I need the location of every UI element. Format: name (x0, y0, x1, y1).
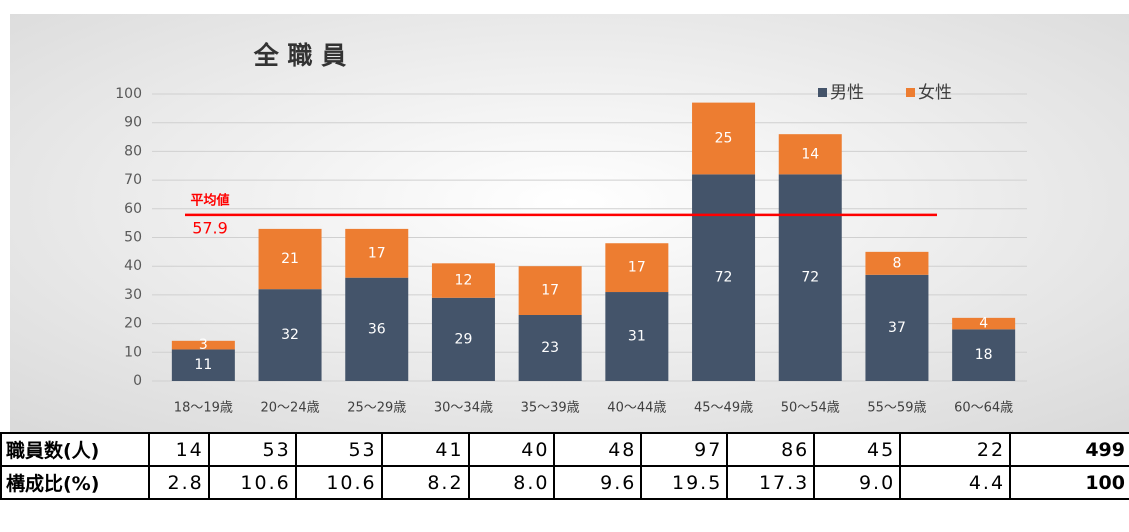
table-cell: 97 (640, 432, 729, 467)
data-label: 23 (541, 340, 559, 356)
average-label: 平均値 (190, 192, 229, 208)
legend-label: 男性 (830, 83, 864, 103)
bar-segment (952, 317, 1016, 330)
bar-segment (258, 228, 322, 290)
table-cell: 41 (380, 432, 470, 467)
table-cell: 8.0 (467, 465, 556, 500)
data-label: 29 (455, 331, 473, 347)
bar-segment (605, 243, 669, 293)
table-cell: 10.6 (207, 465, 297, 500)
y-tick-label: 70 (124, 172, 142, 188)
data-label: 8 (892, 255, 901, 271)
legend-swatch (818, 88, 827, 97)
row-header: 構成比(%) (0, 465, 150, 500)
bar-segment (258, 289, 322, 381)
x-tick-label: 30～34歳 (434, 401, 493, 416)
table-cell: 45 (813, 432, 902, 467)
y-tick-label: 90 (124, 115, 142, 131)
x-tick-label: 35～39歳 (521, 401, 580, 416)
table-cell: 499 (1009, 432, 1129, 467)
data-label: 12 (455, 273, 473, 289)
table-cell: 40 (467, 432, 556, 467)
table-cell: 22 (899, 432, 1012, 467)
chart-title: 全 職 員 (253, 41, 346, 70)
bar-segment (345, 277, 409, 381)
y-tick-label: 20 (124, 316, 142, 332)
bar-segment (778, 134, 842, 175)
data-label: 72 (801, 270, 819, 286)
legend-label: 女性 (918, 83, 952, 103)
x-tick-label: 55～59歳 (867, 401, 926, 416)
bar-segment (778, 174, 842, 381)
table-cell: 17.3 (726, 465, 816, 500)
data-label: 21 (281, 251, 299, 267)
table-cell: 9.0 (813, 465, 902, 500)
bar-segment (431, 297, 495, 381)
table-cell: 2.8 (147, 465, 210, 500)
y-tick-label: 60 (124, 201, 142, 217)
bar-segment (171, 349, 235, 381)
bar-segment (171, 340, 235, 350)
data-label: 17 (541, 283, 559, 299)
data-label: 32 (281, 327, 299, 343)
legend-swatch (906, 88, 915, 97)
table-row: 構成比(%) 2.8 10.6 10.6 8.2 8.0 9.6 19.5 17.3 9.0 4.4… (0, 465, 1129, 500)
row-header: 職員数(人) (0, 432, 150, 467)
bar-segment (518, 314, 582, 381)
y-tick-label: 40 (124, 258, 142, 274)
table-cell: 53 (207, 432, 297, 467)
x-tick-label: 40～44歳 (607, 401, 666, 416)
table-cell: 4.4 (899, 465, 1012, 500)
x-tick-label: 45～49歳 (694, 401, 753, 416)
bar-segment (692, 102, 756, 175)
data-label: 14 (801, 146, 819, 162)
x-tick-label: 25～29歳 (347, 401, 406, 416)
data-label: 18 (975, 347, 993, 363)
data-label: 31 (628, 329, 646, 345)
x-tick-label: 18～19歳 (174, 401, 233, 416)
table-cell: 8.2 (380, 465, 470, 500)
y-tick-label: 50 (124, 230, 142, 246)
bar-segment (865, 251, 929, 275)
data-label: 4 (979, 316, 988, 332)
bar-segment (952, 329, 1016, 381)
y-tick-label: 80 (124, 143, 142, 159)
y-tick-label: 0 (133, 373, 142, 389)
x-tick-label: 50～54歳 (781, 401, 840, 416)
table-row: 職員数(人) 14 53 53 41 40 48 97 86 45 22 499 (0, 432, 1129, 467)
data-label: 72 (715, 270, 733, 286)
bar-segment (518, 266, 582, 315)
data-label: 3 (199, 337, 208, 353)
data-label: 36 (368, 321, 386, 337)
y-tick-label: 100 (115, 86, 142, 102)
y-tick-label: 30 (124, 287, 142, 303)
average-value: 57.9 (192, 218, 228, 237)
data-label: 17 (368, 245, 386, 261)
data-label: 17 (628, 260, 646, 276)
chart: 全 職 員 0 10 20 30 40 50 60 70 80 90 100 11 3 18～19歳 32 2… (10, 14, 1129, 432)
table-cell: 100 (1009, 465, 1129, 500)
x-tick-label: 60～64歳 (954, 401, 1013, 416)
data-label: 25 (715, 130, 733, 146)
y-tick-label: 10 (124, 344, 142, 360)
bar-segment (692, 174, 756, 381)
bar-segment (865, 274, 929, 381)
summary-table: 職員数(人) 14 53 53 41 40 48 97 86 45 22 499 構成比(%) 2.8 10… (0, 432, 1129, 500)
bar-segment (605, 292, 669, 381)
table-cell: 48 (553, 432, 643, 467)
x-tick-label: 20～24歳 (261, 401, 320, 416)
table-cell: 86 (726, 432, 816, 467)
bar-segment (431, 263, 495, 298)
table-cell: 9.6 (553, 465, 643, 500)
table-cell: 53 (294, 432, 383, 467)
bar-segment (345, 228, 409, 278)
table-cell: 10.6 (294, 465, 383, 500)
data-label: 37 (888, 320, 906, 336)
table-cell: 19.5 (640, 465, 729, 500)
table-cell: 14 (147, 432, 210, 467)
data-label: 11 (194, 357, 212, 373)
